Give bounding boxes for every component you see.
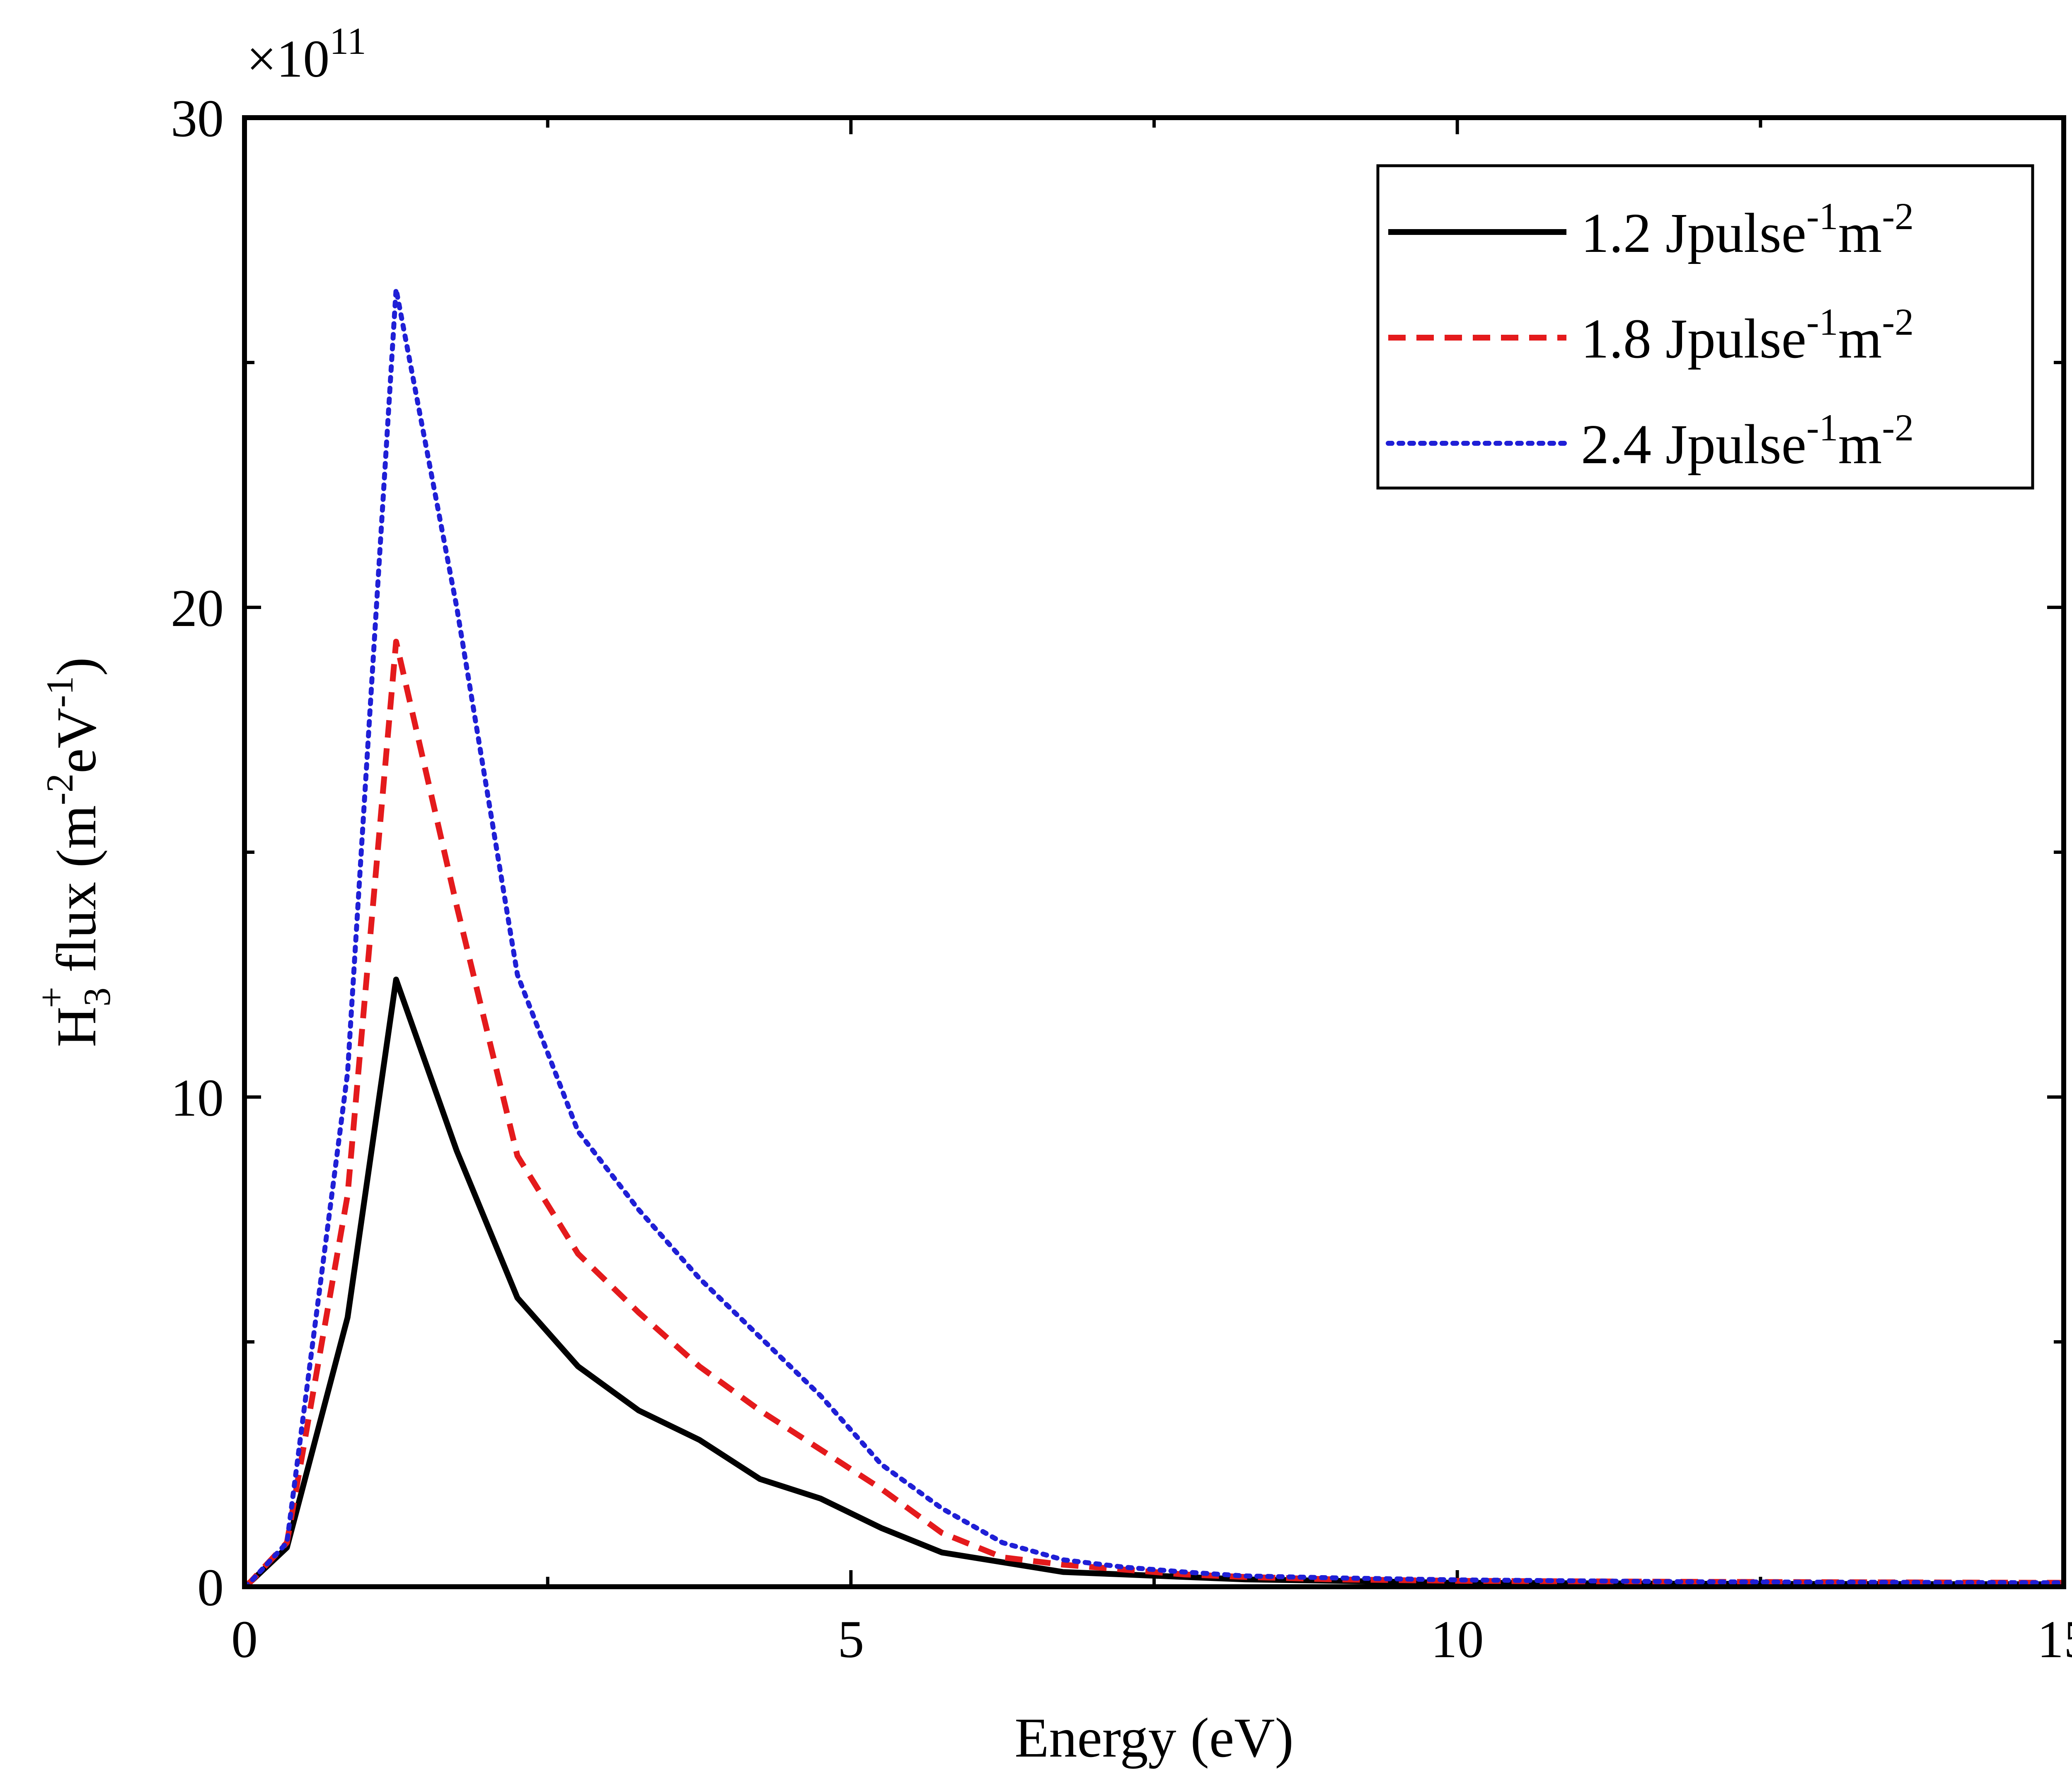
legend: 1.2 Jpulse-1m-21.8 Jpulse-1m-22.4 Jpulse… bbox=[1376, 164, 2034, 490]
legend-label-exp2: -2 bbox=[1882, 301, 1914, 343]
y-label-end: ) bbox=[46, 657, 108, 676]
legend-label-text: 1.8 Jpulse bbox=[1581, 308, 1806, 370]
legend-label-exp2: -2 bbox=[1882, 195, 1914, 237]
legend-box bbox=[1376, 164, 2034, 490]
legend-label-unit: m bbox=[1838, 413, 1882, 476]
legend-label-3: 2.4 Jpulse-1m-2 bbox=[1581, 406, 1914, 476]
y-axis-label: H3+ flux (m-2eV-1) bbox=[30, 657, 118, 1047]
y-label-text: flux (m bbox=[46, 805, 108, 986]
legend-label-unit: m bbox=[1838, 202, 1882, 264]
x-tick-label: 10 bbox=[1431, 1610, 1484, 1669]
plot-frame bbox=[242, 115, 2066, 1589]
x-axis-label: Energy (eV) bbox=[1014, 1707, 1293, 1769]
legend-label-1: 1.2 Jpulse-1m-2 bbox=[1581, 195, 1914, 264]
y-multiplier-prefix: ×10 bbox=[247, 29, 329, 88]
series-lines bbox=[244, 286, 2064, 1587]
y-tick-label: 10 bbox=[171, 1068, 224, 1127]
y-label-exp1: -2 bbox=[39, 773, 81, 805]
legend-label-2: 1.8 Jpulse-1m-2 bbox=[1581, 301, 1914, 370]
legend-label-exp1: -1 bbox=[1806, 406, 1838, 449]
legend-label-exp2: -2 bbox=[1882, 406, 1914, 449]
y-label-exp2: -1 bbox=[39, 676, 81, 708]
y-tick-label: 30 bbox=[171, 89, 224, 148]
y-multiplier: ×1011 bbox=[247, 20, 366, 88]
y-label-sub: 3 bbox=[76, 987, 118, 1006]
legend-label-text: 2.4 Jpulse bbox=[1581, 413, 1806, 476]
y-label-main: H bbox=[46, 1006, 108, 1047]
series-line-3 bbox=[244, 286, 2064, 1587]
x-tick-label: 5 bbox=[838, 1610, 864, 1669]
series-line-2 bbox=[244, 638, 2064, 1587]
x-tick-label: 0 bbox=[231, 1610, 258, 1669]
y-tick-label: 20 bbox=[171, 579, 224, 638]
y-multiplier-exp: 11 bbox=[329, 20, 366, 62]
y-label-sup: + bbox=[30, 987, 73, 1008]
series-line-1 bbox=[244, 976, 2064, 1587]
legend-label-exp1: -1 bbox=[1806, 301, 1838, 343]
y-tick-label: 0 bbox=[197, 1558, 224, 1617]
x-tick-label: 15 bbox=[2037, 1610, 2072, 1669]
legend-label-text: 1.2 Jpulse bbox=[1581, 202, 1806, 264]
legend-label-unit: m bbox=[1838, 308, 1882, 370]
y-label-mid: eV bbox=[46, 708, 108, 773]
tick-labels: 0 5 10 15 0 10 20 30 bbox=[171, 89, 2072, 1669]
legend-label-exp1: -1 bbox=[1806, 195, 1838, 237]
